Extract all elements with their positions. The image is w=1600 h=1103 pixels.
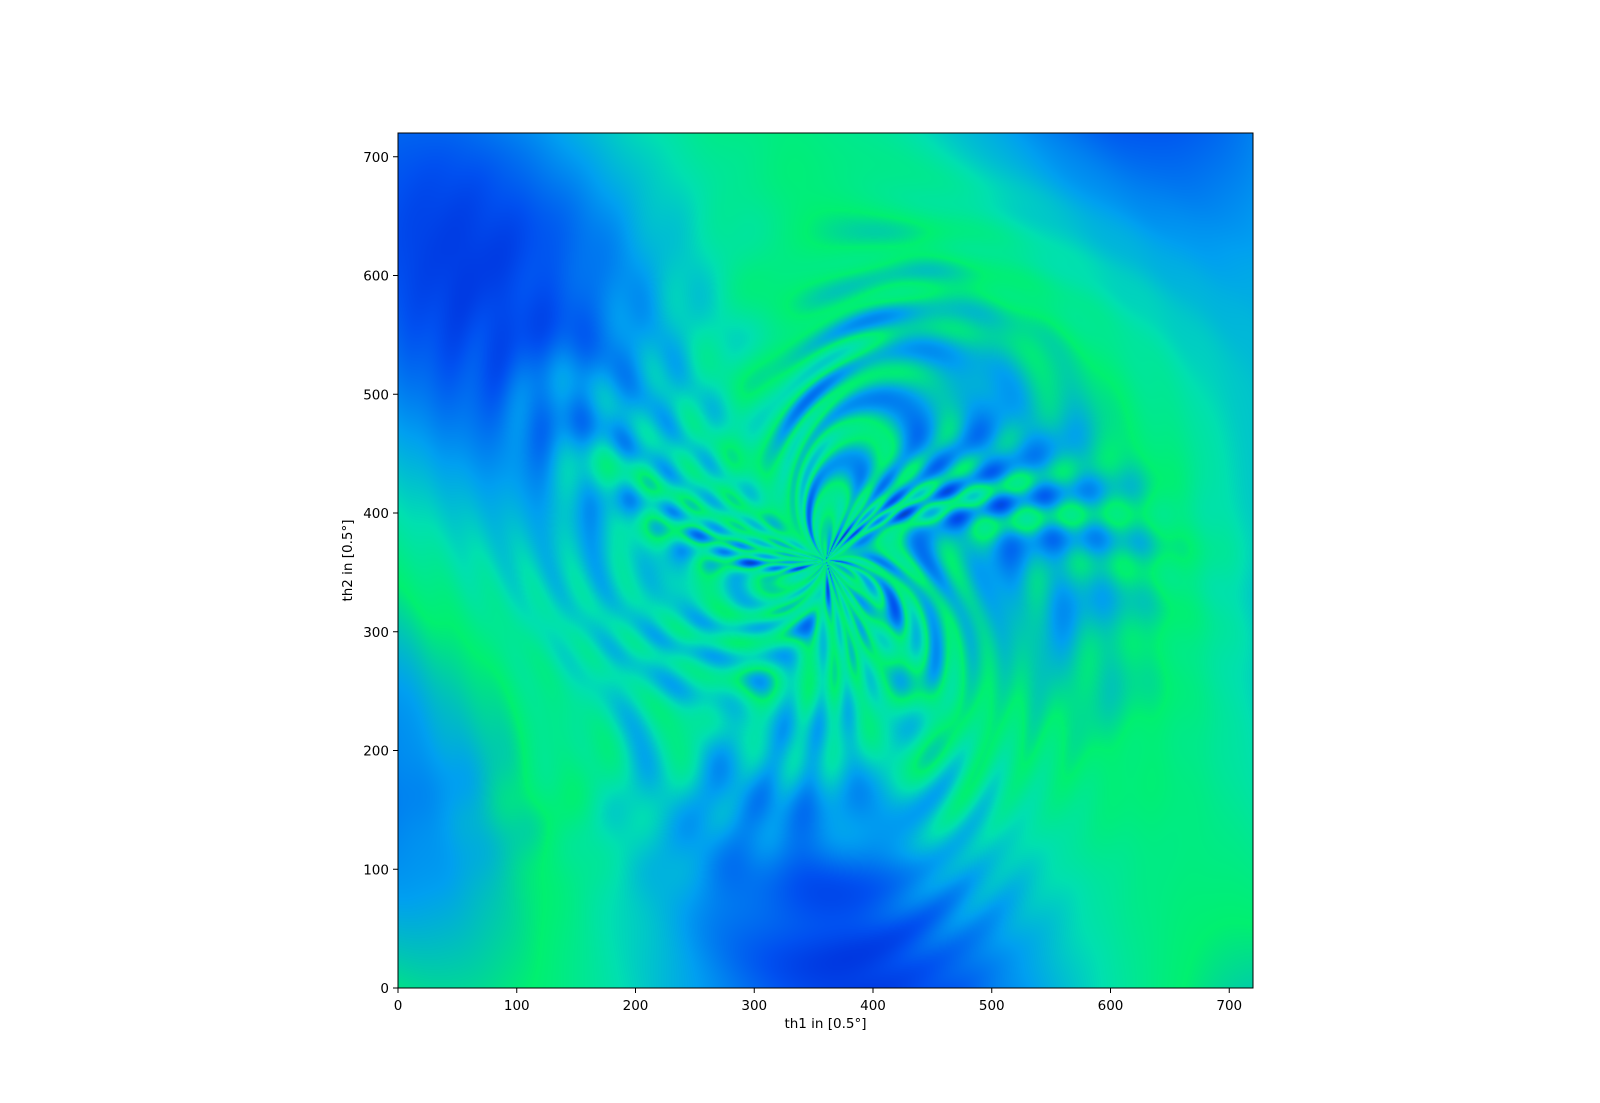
y-tick-label: 100 bbox=[363, 862, 389, 878]
x-tick-label: 400 bbox=[860, 998, 886, 1014]
x-tick-label: 300 bbox=[741, 998, 767, 1014]
y-tick-label: 300 bbox=[363, 625, 389, 641]
heatmap-image bbox=[398, 133, 1253, 988]
x-axis-label: th1 in [0.5°] bbox=[784, 1016, 866, 1032]
x-tick-label: 100 bbox=[504, 998, 530, 1014]
x-tick-label: 500 bbox=[979, 998, 1005, 1014]
y-tick-label: 500 bbox=[363, 387, 389, 403]
y-tick-label: 200 bbox=[363, 744, 389, 760]
y-tick-label: 400 bbox=[363, 506, 389, 522]
x-tick-label: 700 bbox=[1216, 998, 1242, 1014]
x-tick-label: 0 bbox=[394, 998, 403, 1014]
x-tick-label: 600 bbox=[1098, 998, 1124, 1014]
y-tick-label: 700 bbox=[363, 150, 389, 166]
y-tick-label: 0 bbox=[380, 981, 389, 997]
y-tick-label: 600 bbox=[363, 269, 389, 285]
plot-frame bbox=[397, 132, 1254, 989]
x-tick-label: 200 bbox=[623, 998, 649, 1014]
x-axis-ticks: 0 100 200 300 400 500 600 700 bbox=[394, 988, 1242, 1014]
y-axis-ticks: 0 100 200 300 400 500 600 700 bbox=[363, 150, 398, 997]
y-axis-label: th2 in [0.5°] bbox=[340, 519, 356, 601]
